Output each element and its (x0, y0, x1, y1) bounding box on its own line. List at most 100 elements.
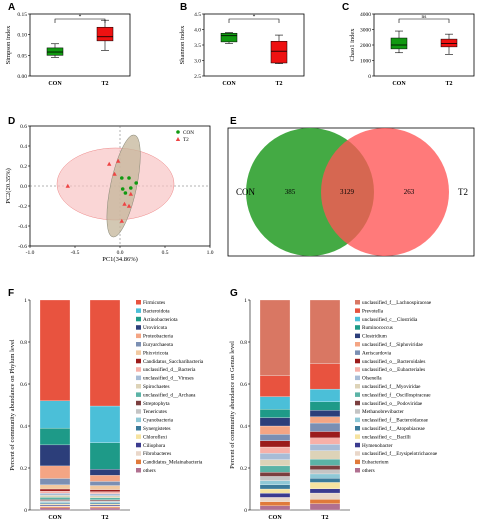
x-category-label: CON (222, 81, 236, 87)
legend-swatch (355, 333, 360, 339)
legend-label: Phixviricota (143, 350, 169, 356)
legend-label: Ciliophora (143, 443, 166, 449)
y-axis-title: Shannon index (179, 25, 186, 65)
legend-label: unclassified_c__Clostridia (362, 316, 418, 323)
bar-segment-unclassified_o__Eubacteriales (259, 446, 291, 454)
legend-label: unclassified_d__Viruses (143, 375, 194, 382)
bar-segment-Methanobrevibacter (309, 469, 341, 475)
data-point-T2 (126, 203, 132, 208)
legend-label: unclassified_d__Bacteria (143, 366, 196, 373)
legend-label: unclassified_f__Bacteroidaceae (362, 417, 429, 424)
bar-segment-Tenericutes (39, 500, 71, 502)
bar-segment-Cyanobacteria (89, 501, 121, 503)
bar-segment-unclassified_c__Bacilli (309, 482, 341, 489)
venn-count-shared: 3129 (340, 188, 355, 196)
bar-segment-Prevotella (309, 363, 341, 390)
significance-label: ns (422, 14, 427, 20)
legend-label: Prevotella (362, 308, 384, 314)
panel-letter-B: B (180, 2, 187, 13)
y-tick-label: 0.0 (20, 184, 27, 190)
legend-label: unclassified_c__Bacilli (362, 433, 411, 440)
bar-segment-unclassified_o__Podoviridae (259, 472, 291, 477)
panel-letter-D: D (8, 116, 15, 127)
legend-swatch (355, 392, 360, 397)
significance-bracket (398, 18, 450, 23)
bar-segment-Firmicutes (89, 299, 121, 407)
data-point-T2 (112, 171, 117, 176)
data-point-T2 (107, 161, 112, 166)
legend-swatch (136, 451, 141, 456)
stacked-bar-panel-G: G 0 0.2 0.4 0.6 0.8 1 Percent of community abun… (229, 288, 438, 521)
y-tick-label: 0.8 (20, 340, 27, 346)
legend-swatch (355, 409, 360, 414)
x-category-label: T2 (445, 81, 452, 87)
bar-segment-Ruminococcus (309, 401, 341, 411)
y-tick-label: 0.4 (20, 144, 27, 150)
data-point-CON (127, 176, 131, 180)
legend-swatch (355, 316, 360, 322)
x-category-label: T2 (275, 81, 282, 87)
data-point-CON (123, 191, 128, 195)
legend-swatch (355, 358, 360, 364)
y-tick-label: 0.2 (20, 164, 27, 170)
venn-circle-T2 (321, 128, 449, 256)
panel-letter-G: G (230, 288, 238, 299)
legend-swatch (136, 442, 141, 448)
legend-label: unclassified_o__Podoviridae (362, 400, 423, 407)
x-category-label: CON (392, 81, 406, 87)
bar-segment-Euryarchaeota (39, 478, 71, 485)
bar-segment-Ciliophora (39, 504, 71, 506)
legend-swatch (355, 417, 360, 423)
plot-frame (203, 13, 305, 77)
bar-segment-unclassified_f__Atopobiaceae (309, 478, 341, 483)
bar-segment-Prevotella (259, 375, 291, 397)
bar-segment-unclassified_d__Archaea (39, 497, 71, 500)
bar-segment-Candidatus_Saccharibacteria (89, 489, 121, 492)
legend-label: unclassified_f__Oscillospiraceae (362, 391, 431, 398)
legend-swatch (136, 459, 141, 465)
legend-swatch (355, 342, 360, 347)
bar-segment-Ruminococcus (259, 409, 291, 418)
legend-label: Hymenobacter (362, 443, 393, 449)
data-point-T2 (65, 183, 70, 188)
bar-segment-unclassified_f__Myoviridae (309, 450, 341, 460)
box-T2 (96, 26, 114, 42)
significance-bracket (228, 18, 280, 23)
bar-segment-Bacteroidota (89, 405, 121, 443)
y-tick-label: 0.6 (20, 382, 27, 388)
bar-segment-unclassified_d__Bacteria (39, 490, 71, 494)
bar-segment-Chloroflexi (89, 503, 121, 506)
x-axis-title: PC1(34.86%) (102, 256, 138, 263)
bar-segment-unclassified_f__Lachnospiraceae (309, 299, 341, 364)
legend-swatch (355, 426, 360, 431)
y-tick-label: 0.8 (240, 340, 247, 346)
x-category-label: T2 (101, 515, 108, 521)
bar-segment-Methanobrevibacter (259, 476, 291, 481)
legend-label: Eubacterium (362, 460, 389, 466)
legend-label: unclassified_f__Myoviridae (362, 383, 421, 390)
bar-segment-unclassified_f__Oscillospiraceae (259, 465, 291, 473)
y-tick-label: 1 (244, 298, 247, 304)
legend-swatch (355, 451, 360, 456)
data-point-CON (129, 186, 133, 190)
legend-swatch (355, 350, 360, 355)
significance-label: * (253, 14, 256, 20)
bar-segment-Eubacterium (309, 499, 341, 504)
bar-segment-unclassified_f__Bacteroidaceae (259, 480, 291, 485)
data-point-T2 (128, 191, 133, 196)
legend-swatch (355, 468, 360, 473)
legend-swatch (136, 316, 141, 322)
legend-label: unclassified_f__Siphoviridae (362, 341, 423, 348)
x-tick-label: 0.0 (117, 250, 124, 256)
legend-swatch (355, 442, 360, 448)
y-tick-label: 0.2 (240, 466, 247, 472)
bar-segment-unclassified_c__Clostridia (309, 388, 341, 402)
data-point-T2 (122, 201, 127, 206)
legend-label: Uroviricota (143, 325, 168, 331)
venn-label-CON: CON (236, 187, 256, 197)
data-point-CON (120, 176, 124, 180)
bar-segment-unclassified_d__Viruses (39, 493, 71, 496)
x-category-label: CON (48, 81, 62, 87)
legend-label: unclassified_f__Lachnospiraceae (362, 299, 432, 306)
